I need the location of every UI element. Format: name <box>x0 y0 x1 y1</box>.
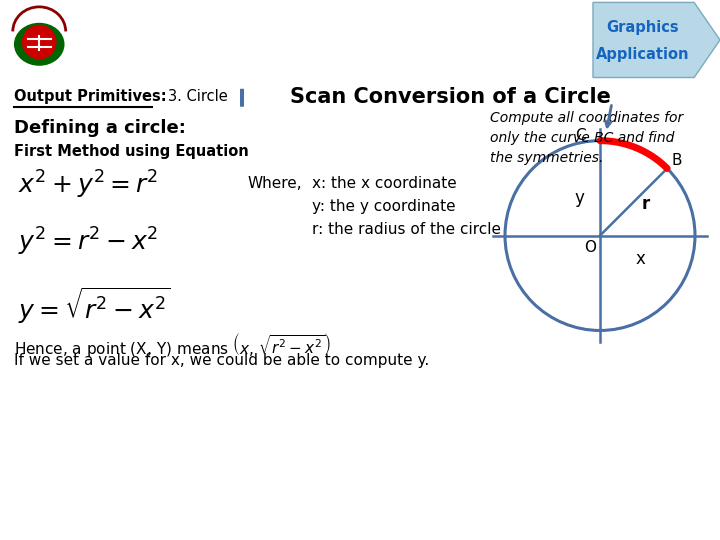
Text: x: x <box>636 249 646 267</box>
Text: Prof. Dr. A. H. M. Kamal,: Prof. Dr. A. H. M. Kamal, <box>252 512 468 531</box>
Text: Output Primitives:: Output Primitives: <box>14 89 166 104</box>
Text: x: the x coordinate: x: the x coordinate <box>312 176 456 191</box>
Text: B: B <box>671 153 682 168</box>
Text: Defining a circle:: Defining a circle: <box>14 119 186 137</box>
Text: the symmetries.: the symmetries. <box>490 151 603 165</box>
Text: $x^2 + y^2 = r^2$: $x^2 + y^2 = r^2$ <box>18 168 158 201</box>
Text: O: O <box>584 240 596 254</box>
Text: $y^2 = r^2 - x^2$: $y^2 = r^2 - x^2$ <box>18 226 158 258</box>
Text: First Method using Equation: First Method using Equation <box>14 144 248 159</box>
Text: 3. Circle: 3. Circle <box>168 89 228 104</box>
Text: r: the radius of the circle: r: the radius of the circle <box>312 221 501 237</box>
Text: Where,: Where, <box>248 176 302 191</box>
Text: Application: Application <box>595 47 689 62</box>
Text: r: r <box>642 195 650 213</box>
Text: y: y <box>574 188 584 207</box>
Text: If we set a value for x, we could be able to compute y.: If we set a value for x, we could be abl… <box>14 354 429 368</box>
Text: Scan Conversion of a Circle: Scan Conversion of a Circle <box>290 87 611 107</box>
Circle shape <box>22 25 56 59</box>
Text: only the curve BC and find: only the curve BC and find <box>490 131 675 145</box>
Text: $y = \sqrt{r^2 - x^2}$: $y = \sqrt{r^2 - x^2}$ <box>18 286 171 326</box>
Text: y: the y coordinate: y: the y coordinate <box>312 199 456 214</box>
Polygon shape <box>593 2 720 78</box>
Text: C: C <box>575 127 586 143</box>
Text: Compute all coordinates for: Compute all coordinates for <box>490 111 683 125</box>
Ellipse shape <box>14 23 64 65</box>
Text: Graphics: Graphics <box>606 21 678 36</box>
Text: CSE 403: Computer Graphics: CSE 403: Computer Graphics <box>61 22 601 55</box>
Text: CSE,: CSE, <box>478 512 525 531</box>
Text: Hence, a point $\left(\mathrm{X,\, Y}\right)$ means $\left(x,\, \sqrt{r^2 - x^2}: Hence, a point $\left(\mathrm{X,\, Y}\ri… <box>14 332 331 360</box>
